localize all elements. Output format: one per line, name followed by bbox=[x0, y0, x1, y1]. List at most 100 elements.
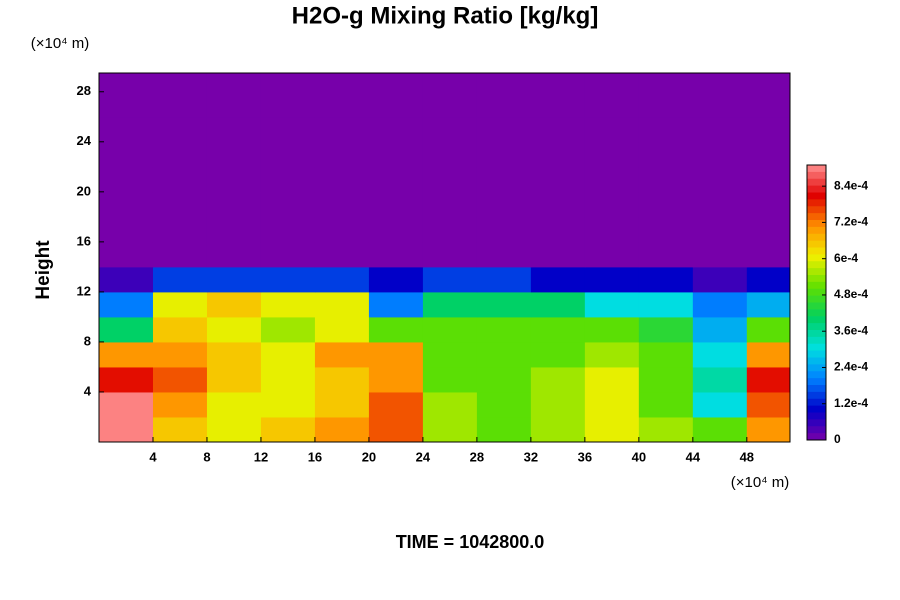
cell bbox=[638, 141, 694, 168]
cell bbox=[638, 241, 694, 268]
cell bbox=[692, 416, 748, 443]
cell bbox=[368, 91, 424, 118]
colorbar-tick-label: 4.8e-4 bbox=[834, 287, 868, 301]
cell bbox=[99, 116, 154, 143]
cell bbox=[530, 216, 586, 243]
x-tick-label: 36 bbox=[578, 449, 592, 464]
cell bbox=[476, 291, 532, 318]
cell bbox=[314, 191, 370, 218]
cell bbox=[368, 416, 424, 443]
cell bbox=[584, 216, 640, 243]
cell bbox=[152, 416, 208, 443]
plot-frame bbox=[98, 72, 791, 443]
cell bbox=[152, 291, 208, 318]
cell bbox=[638, 116, 694, 143]
cell bbox=[476, 241, 532, 268]
colorbar-band bbox=[807, 316, 826, 324]
colorbar-band bbox=[807, 171, 826, 180]
cell bbox=[152, 216, 208, 243]
colorbar-tick-label: 1.2e-4 bbox=[834, 396, 868, 410]
cell bbox=[692, 141, 748, 168]
colorbar-band bbox=[807, 220, 826, 228]
cell bbox=[152, 141, 208, 168]
cell bbox=[314, 241, 370, 268]
cell bbox=[206, 416, 262, 443]
cell bbox=[746, 116, 791, 143]
colorbar-band bbox=[807, 433, 826, 441]
cell bbox=[422, 91, 478, 118]
cell bbox=[152, 73, 208, 93]
cell bbox=[368, 341, 424, 368]
colorbar-band bbox=[807, 357, 826, 365]
cell bbox=[99, 291, 154, 318]
cell bbox=[422, 366, 478, 393]
cell bbox=[314, 416, 370, 443]
cell bbox=[206, 291, 262, 318]
cell bbox=[746, 391, 791, 418]
cell bbox=[530, 91, 586, 118]
cell bbox=[152, 341, 208, 368]
cell bbox=[422, 73, 478, 93]
cell bbox=[476, 266, 532, 293]
colorbar-band bbox=[807, 391, 826, 400]
colorbar-band bbox=[807, 371, 826, 379]
cell bbox=[206, 191, 262, 218]
cell bbox=[422, 266, 478, 293]
x-tick-label: 40 bbox=[632, 449, 646, 464]
cell bbox=[746, 266, 791, 293]
cell bbox=[314, 366, 370, 393]
colorbar-band bbox=[807, 226, 826, 235]
cell bbox=[206, 266, 262, 293]
cell bbox=[530, 341, 586, 368]
cell bbox=[422, 116, 478, 143]
cell bbox=[99, 391, 154, 418]
cell bbox=[584, 141, 640, 168]
cell bbox=[746, 341, 791, 368]
cell bbox=[692, 266, 748, 293]
cell bbox=[152, 91, 208, 118]
cell bbox=[692, 216, 748, 243]
cell bbox=[476, 391, 532, 418]
cell bbox=[368, 241, 424, 268]
x-tick-label: 32 bbox=[524, 449, 538, 464]
y-axis-label: Height bbox=[33, 240, 54, 300]
cell bbox=[152, 366, 208, 393]
colorbar-tick-label: 8.4e-4 bbox=[834, 178, 868, 192]
cell bbox=[476, 166, 532, 193]
cell bbox=[584, 316, 640, 343]
x-tick-label: 20 bbox=[362, 449, 376, 464]
cell bbox=[422, 141, 478, 168]
cell bbox=[260, 116, 316, 143]
cell bbox=[584, 266, 640, 293]
colorbar-tick-label: 7.2e-4 bbox=[834, 215, 868, 229]
cell bbox=[206, 316, 262, 343]
cell bbox=[314, 266, 370, 293]
y-tick-label: 16 bbox=[77, 233, 91, 248]
cell bbox=[746, 366, 791, 393]
x-tick-label: 4 bbox=[149, 449, 157, 464]
cell bbox=[746, 291, 791, 318]
colorbar-band bbox=[807, 302, 826, 310]
cell bbox=[584, 391, 640, 418]
cell bbox=[638, 266, 694, 293]
cell bbox=[476, 141, 532, 168]
colorbar-band bbox=[807, 185, 826, 193]
colorbar-band bbox=[807, 192, 826, 200]
colorbar-band bbox=[807, 233, 826, 242]
cell bbox=[692, 116, 748, 143]
cell bbox=[530, 191, 586, 218]
cell bbox=[314, 141, 370, 168]
cell bbox=[99, 191, 154, 218]
cell bbox=[368, 316, 424, 343]
cell bbox=[206, 166, 262, 193]
colorbar-band bbox=[807, 240, 826, 248]
cell bbox=[746, 73, 791, 93]
time-label: TIME = 1042800.0 bbox=[396, 532, 545, 552]
cell bbox=[476, 91, 532, 118]
x-unit: (×10⁴ m) bbox=[731, 474, 790, 491]
cell bbox=[422, 241, 478, 268]
cell bbox=[530, 266, 586, 293]
cell bbox=[206, 366, 262, 393]
cell bbox=[368, 141, 424, 168]
cell bbox=[530, 141, 586, 168]
